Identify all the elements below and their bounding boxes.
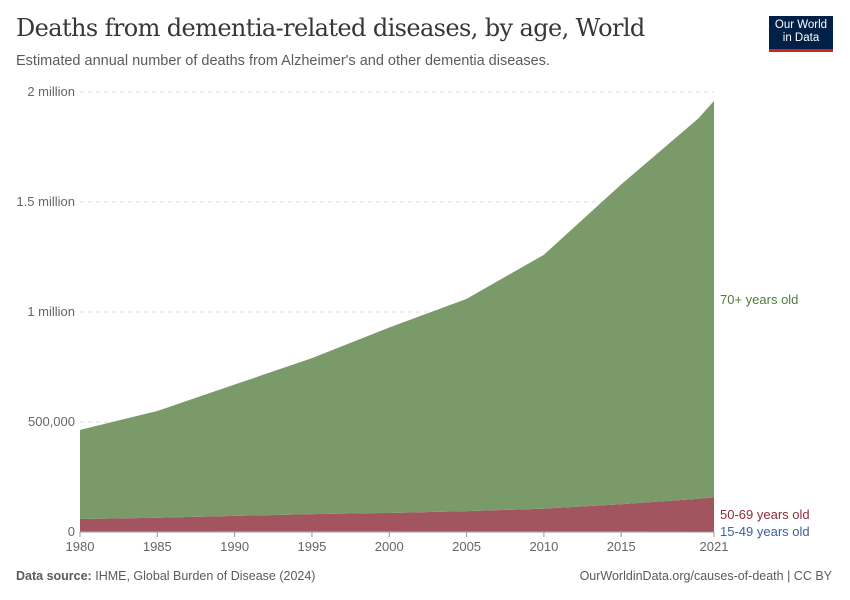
area-70-years-old [80,100,714,520]
source-url[interactable]: OurWorldinData.org/causes-of-death | CC … [579,569,832,583]
y-tick-label: 1 million [27,304,75,319]
chart-subtitle: Estimated annual number of deaths from A… [16,53,550,69]
x-tick-label: 2015 [607,539,636,554]
x-tick-label: 2021 [700,539,729,554]
owid-logo[interactable]: Our World in Data [769,16,833,52]
x-tick-label: 1985 [143,539,172,554]
x-tick-label: 1990 [220,539,249,554]
x-tick-label: 2000 [375,539,404,554]
chart-title: Deaths from dementia-related diseases, b… [16,14,645,42]
x-tick-label: 1995 [297,539,326,554]
y-tick-label: 2 million [27,84,75,99]
legend-label: 70+ years old [720,292,798,307]
y-tick-label: 500,000 [28,414,75,429]
x-tick-label: 2010 [529,539,558,554]
y-tick-label: 1.5 million [16,194,75,209]
source-text: IHME, Global Burden of Disease (2024) [95,569,316,583]
data-source: Data source: IHME, Global Burden of Dise… [16,569,315,583]
legend-label: 15-49 years old [720,524,810,539]
x-tick-label: 2005 [452,539,481,554]
source-label: Data source: [16,569,92,583]
legend-label: 50-69 years old [720,507,810,522]
area-50-69-years-old [80,497,714,532]
x-tick-label: 1980 [66,539,95,554]
y-tick-label: 0 [68,524,75,539]
